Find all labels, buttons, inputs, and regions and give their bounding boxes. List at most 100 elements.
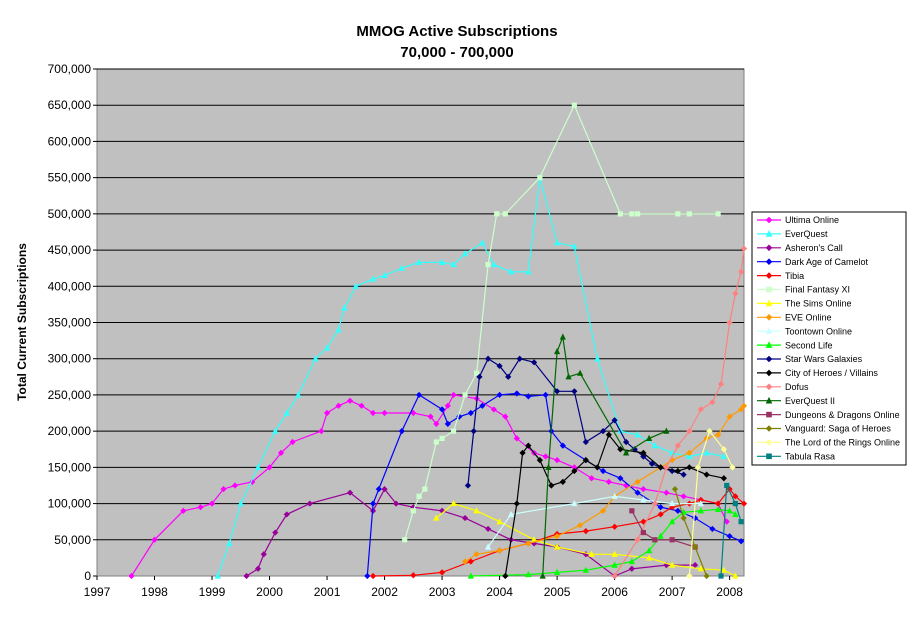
- y-tick-label: 550,000: [48, 171, 92, 185]
- series-line: [130, 394, 728, 577]
- data-point: [318, 428, 325, 435]
- data-point: [226, 539, 233, 547]
- data-point: [640, 496, 647, 503]
- data-point: [694, 464, 702, 471]
- data-point: [686, 452, 693, 460]
- y-tick-label: 600,000: [48, 134, 92, 148]
- data-point: [680, 493, 687, 500]
- series-second-life: [467, 505, 739, 579]
- data-point: [599, 467, 607, 475]
- data-point: [484, 355, 492, 362]
- data-point: [582, 527, 589, 535]
- data-point: [450, 428, 457, 434]
- data-point: [709, 399, 716, 406]
- data-point: [496, 391, 503, 399]
- data-point: [703, 471, 710, 478]
- data-point: [686, 464, 693, 471]
- data-point: [485, 261, 491, 268]
- data-point: [697, 507, 704, 514]
- data-point: [686, 428, 693, 435]
- x-tick-label: 2001: [314, 585, 341, 599]
- y-tick-label: 400,000: [48, 279, 92, 293]
- data-point: [358, 402, 365, 409]
- data-point: [723, 518, 730, 525]
- legend-marker: [765, 314, 773, 321]
- y-tick-label: 150,000: [48, 460, 92, 474]
- data-point: [623, 438, 630, 446]
- data-point: [438, 258, 446, 265]
- data-point: [740, 500, 747, 507]
- data-point: [697, 406, 704, 413]
- data-point: [594, 464, 601, 471]
- data-point: [726, 485, 733, 493]
- data-point: [717, 380, 725, 388]
- data-point: [628, 557, 635, 565]
- x-tick-label: 2000: [256, 585, 283, 599]
- data-point: [375, 485, 382, 493]
- data-point: [422, 486, 428, 492]
- data-point: [651, 442, 658, 449]
- data-point: [703, 449, 710, 456]
- data-point: [669, 537, 675, 543]
- data-point: [277, 449, 285, 456]
- data-point: [657, 511, 664, 518]
- data-point: [507, 268, 515, 275]
- data-point: [530, 359, 538, 366]
- series-line: [246, 488, 696, 577]
- series-line: [674, 488, 708, 577]
- data-point: [692, 543, 699, 551]
- data-point: [663, 427, 670, 434]
- legend-item-everquest-ii: EverQuest II: [757, 396, 835, 406]
- data-point: [732, 493, 739, 500]
- legend-marker: [765, 396, 773, 404]
- legend-item-toontown-online: Toontown Online: [757, 326, 852, 336]
- data-point: [381, 485, 388, 493]
- data-point: [496, 518, 503, 525]
- data-point: [611, 561, 618, 568]
- data-point: [398, 264, 405, 271]
- series-toontown-online: [484, 492, 704, 550]
- legend-marker: [765, 341, 773, 348]
- legend-item-the-lord-of-the-rings-online: The Lord of the Rings Online: [757, 438, 900, 448]
- data-point: [640, 518, 647, 525]
- data-point: [295, 391, 302, 398]
- data-point: [369, 409, 377, 417]
- data-point: [726, 507, 733, 514]
- data-point: [628, 565, 635, 572]
- legend-marker: [766, 411, 772, 418]
- data-point: [582, 438, 589, 446]
- data-point: [674, 467, 681, 475]
- data-point: [675, 211, 681, 217]
- data-point: [611, 550, 618, 557]
- series-the-sims-online: [433, 499, 739, 579]
- y-tick-label: 50,000: [54, 533, 91, 547]
- series-final-fantasy-xi: [402, 102, 721, 543]
- data-point: [669, 561, 676, 568]
- legend-label: EverQuest: [785, 229, 828, 239]
- data-point: [709, 525, 716, 533]
- data-point: [516, 355, 523, 362]
- data-point: [571, 464, 578, 471]
- data-point: [559, 442, 566, 449]
- data-point: [433, 514, 440, 521]
- data-point: [312, 355, 319, 362]
- legend-item-final-fantasy-xi: Final Fantasy XI: [757, 285, 850, 295]
- data-point: [438, 569, 446, 576]
- data-point: [335, 326, 342, 333]
- data-point: [402, 537, 408, 543]
- data-point: [346, 489, 354, 496]
- x-axis-ticks: 1997 1998 1999 2000 2001 2002 2003 2004 2005 2006…: [84, 576, 743, 599]
- data-point: [180, 507, 187, 514]
- data-point: [640, 485, 647, 493]
- data-point: [559, 333, 566, 340]
- data-point: [680, 471, 687, 478]
- data-point: [530, 540, 538, 547]
- data-point: [513, 500, 520, 507]
- data-point: [502, 413, 509, 420]
- data-point: [697, 496, 704, 504]
- data-point: [415, 258, 423, 265]
- data-point: [438, 507, 446, 514]
- data-point: [571, 242, 578, 250]
- data-point: [611, 492, 618, 499]
- data-point: [323, 344, 331, 351]
